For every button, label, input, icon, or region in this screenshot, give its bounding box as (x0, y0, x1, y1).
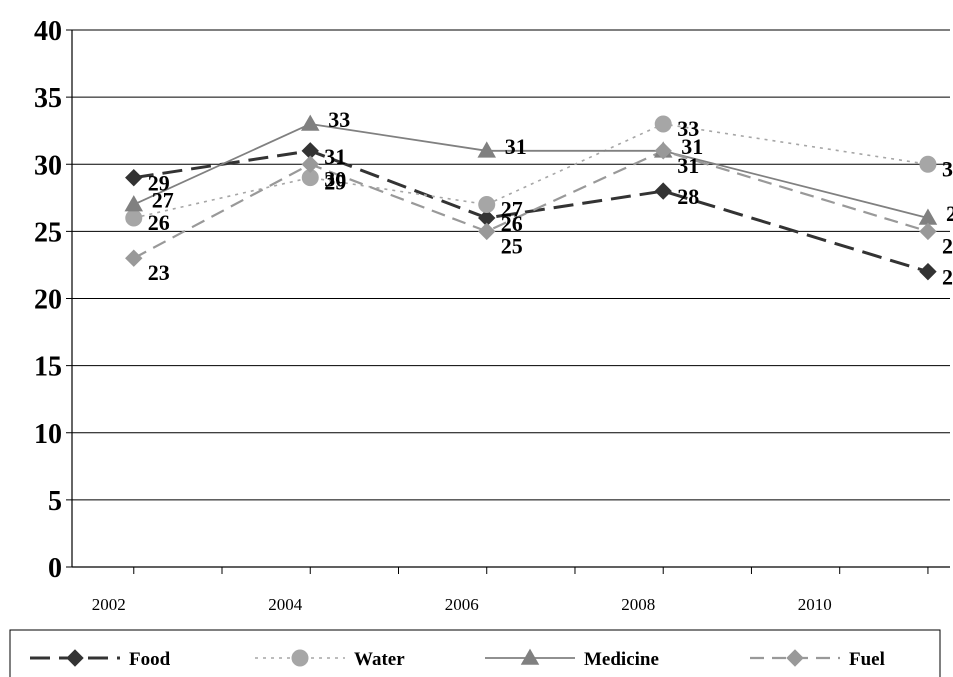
data-label-fuel: 25 (501, 233, 523, 258)
y-tick-label: 5 (48, 486, 62, 517)
x-tick-label: 2006 (445, 595, 479, 614)
data-label-food: 26 (501, 211, 523, 236)
marker-medicine (477, 141, 496, 158)
y-tick-label: 0 (48, 553, 62, 584)
legend-label-food: Food (129, 649, 171, 670)
data-label-water: 33 (677, 116, 699, 141)
legend-marker-water (291, 649, 309, 667)
data-label-food: 29 (148, 171, 170, 196)
data-label-water: 27 (501, 197, 523, 222)
legend-label-fuel: Fuel (849, 649, 885, 670)
legend-box (9, 629, 941, 677)
legend-marker-fuel (786, 649, 804, 667)
data-label-fuel: 30 (324, 166, 346, 191)
series-line-food (133, 149, 929, 274)
x-tick-label: 2004 (268, 595, 303, 614)
data-label-food: 28 (677, 184, 699, 209)
legend: Food Water Medicine Fuel (9, 629, 941, 677)
legend-label-water: Water (354, 649, 405, 670)
x-tick-label: 2002 (92, 595, 126, 614)
y-tick-label: 15 (34, 352, 62, 383)
gridlines (72, 29, 950, 501)
data-labels: 2931262822262927333027333131262330253125 (148, 107, 953, 290)
marker-food (654, 182, 672, 200)
series-markers (124, 114, 938, 281)
y-tick-label: 40 (34, 16, 62, 47)
series-line-medicine (133, 123, 929, 219)
marker-food (919, 262, 937, 281)
data-label-medicine: 27 (152, 188, 174, 213)
marker-water (654, 115, 672, 133)
axes (71, 30, 950, 568)
y-tick-label: 25 (34, 217, 62, 248)
marker-water (125, 209, 143, 227)
legend-label-medicine: Medicine (584, 649, 659, 670)
data-label-fuel: 23 (148, 260, 170, 285)
data-label-medicine: 31 (505, 134, 527, 159)
marker-medicine (300, 114, 320, 131)
data-label-food: 31 (324, 144, 346, 169)
data-label-water: 30 (942, 156, 953, 181)
data-label-medicine: 26 (946, 201, 953, 226)
y-tick-label: 10 (34, 419, 62, 450)
y-tick-label: 35 (34, 83, 62, 114)
data-label-water: 29 (324, 170, 346, 195)
marker-fuel (301, 155, 319, 173)
data-label-medicine: 33 (328, 107, 350, 132)
series-line-water (133, 123, 929, 219)
y-axis-ticks: 0 5 10 15 20 25 30 35 40 (34, 16, 72, 584)
marker-fuel (125, 249, 143, 267)
x-axis-ticks: 2002 2004 2006 2008 2010 (92, 567, 929, 614)
y-tick-label: 30 (34, 150, 62, 181)
marker-fuel (478, 222, 496, 241)
marker-water (478, 196, 496, 214)
legend-marker-medicine (520, 648, 540, 665)
x-tick-label: 2008 (621, 595, 655, 614)
data-label-water: 26 (148, 210, 170, 235)
data-label-fuel: 31 (677, 153, 699, 178)
marker-water (919, 155, 937, 173)
series-lines (133, 123, 929, 274)
x-tick-label: 2010 (798, 595, 832, 614)
marker-fuel (919, 222, 937, 241)
data-label-medicine: 31 (681, 134, 703, 159)
y-tick-label: 20 (34, 285, 62, 316)
series-line-fuel (133, 149, 929, 260)
data-label-fuel: 25 (942, 233, 953, 258)
marker-medicine (124, 195, 144, 212)
legend-marker-food (66, 649, 84, 667)
data-label-food: 22 (942, 265, 953, 290)
marker-food (125, 168, 143, 187)
marker-fuel (654, 142, 672, 160)
